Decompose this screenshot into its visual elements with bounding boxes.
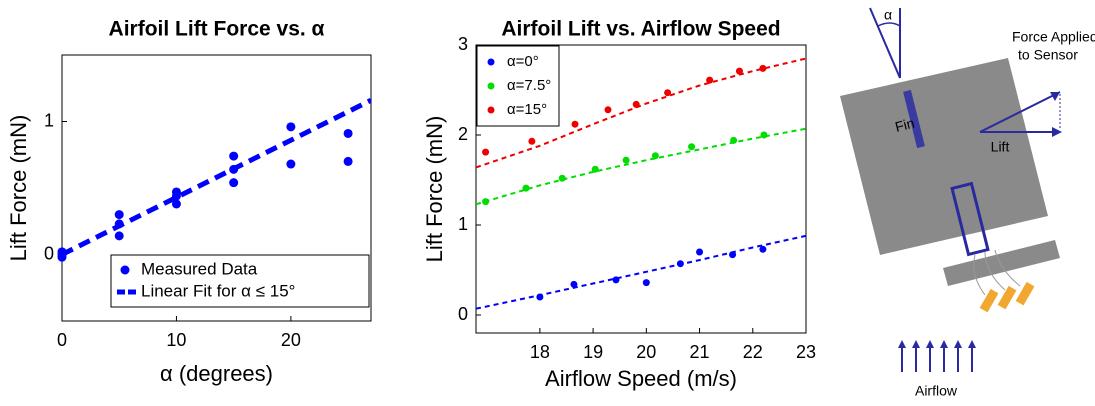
pads: [979, 281, 1035, 313]
x-tick-label: 19: [583, 342, 603, 362]
point: [759, 245, 767, 253]
y-tick-label: 1: [44, 110, 54, 130]
point: [114, 210, 124, 220]
y-tick-label: 1: [458, 214, 468, 234]
point: [735, 67, 743, 75]
legend-marker: [487, 58, 495, 66]
sensor: [950, 181, 990, 257]
legend-label: α=15°: [507, 101, 547, 118]
point: [343, 156, 353, 166]
point: [729, 251, 737, 259]
point: [229, 178, 239, 188]
force-arrow: [979, 91, 1061, 133]
point: [612, 276, 620, 284]
point: [706, 76, 714, 84]
x-tick-label: 20: [636, 342, 656, 362]
legend-box: [110, 254, 370, 308]
point: [286, 122, 296, 132]
wires: [973, 249, 1021, 296]
point: [482, 148, 490, 156]
alpha-arc: [877, 22, 901, 27]
x-tick-label: 21: [690, 342, 710, 362]
legend-label: α=7.5°: [507, 77, 551, 94]
point: [651, 152, 659, 160]
y-tick-label: 2: [458, 124, 468, 144]
arrow-heads: [898, 340, 976, 348]
fin: [903, 89, 925, 149]
airflow-label: Airflow: [915, 383, 958, 399]
point: [522, 184, 530, 192]
chart-title: Airfoil Lift vs. Airflow Speed: [501, 18, 780, 41]
chart-title: Airfoil Lift Force vs. α: [109, 18, 325, 41]
point: [759, 64, 767, 72]
point: [536, 293, 544, 301]
arrow-head: [1052, 127, 1062, 137]
point: [632, 100, 640, 108]
fit-line: [476, 127, 806, 206]
x-axis-label: α (degrees): [160, 361, 273, 386]
legend-label: α=0°: [507, 53, 539, 70]
legend-label: Linear Fit for α ≤ 15°: [141, 281, 295, 300]
fit-line: [476, 234, 806, 310]
fin-label: Fin: [893, 115, 916, 135]
plot-frame: [475, 44, 807, 334]
y-tick-label: 0: [44, 243, 54, 263]
point: [688, 143, 696, 151]
point: [642, 279, 650, 287]
x-tick-label: 22: [743, 342, 763, 362]
lift-label: Lift: [991, 139, 1010, 155]
point: [760, 131, 768, 139]
legend-marker: [487, 82, 495, 90]
point: [171, 199, 181, 209]
point: [558, 174, 566, 182]
fit-line: [476, 57, 806, 169]
point: [229, 151, 239, 161]
x-tick-label: 20: [281, 330, 301, 350]
y-tick-label: 0: [458, 304, 468, 324]
point: [622, 156, 630, 164]
force-label: to Sensor: [1018, 47, 1078, 63]
body: [840, 58, 1048, 255]
x-tick-label: 10: [166, 330, 186, 350]
point: [571, 120, 579, 128]
mount: [943, 240, 1060, 286]
diagram: α Fin Force Applied to Sensor Lift Airfl…: [840, 7, 1095, 399]
point: [482, 198, 490, 206]
alpha-label: α: [884, 7, 892, 23]
fit-line: [62, 97, 371, 257]
legend-marker: [487, 106, 495, 114]
point: [343, 128, 353, 138]
x-axis-label: Airflow Speed (m/s): [545, 366, 737, 391]
y-axis-label: Lift Force (mN): [422, 116, 447, 263]
point: [730, 136, 738, 144]
legend-label: Measured Data: [141, 259, 258, 278]
point: [591, 165, 599, 173]
point: [696, 248, 704, 256]
point: [570, 280, 578, 288]
y-axis-label: Lift Force (mN): [6, 115, 31, 262]
airflow-arrows: [901, 345, 973, 372]
point: [528, 137, 536, 145]
point: [286, 159, 296, 169]
x-tick-label: 23: [796, 342, 816, 362]
alpha-line: [869, 7, 901, 79]
point: [114, 231, 124, 241]
force-label: Force Applied: [1012, 29, 1095, 45]
point: [664, 89, 672, 97]
arrow-head: [1050, 92, 1060, 101]
x-tick-label: 0: [57, 330, 67, 350]
y-tick-label: 3: [458, 34, 468, 54]
plot-frame: [61, 54, 372, 322]
x-tick-label: 18: [530, 342, 550, 362]
point: [676, 260, 684, 268]
point: [604, 106, 612, 114]
legend-marker: [120, 265, 130, 275]
